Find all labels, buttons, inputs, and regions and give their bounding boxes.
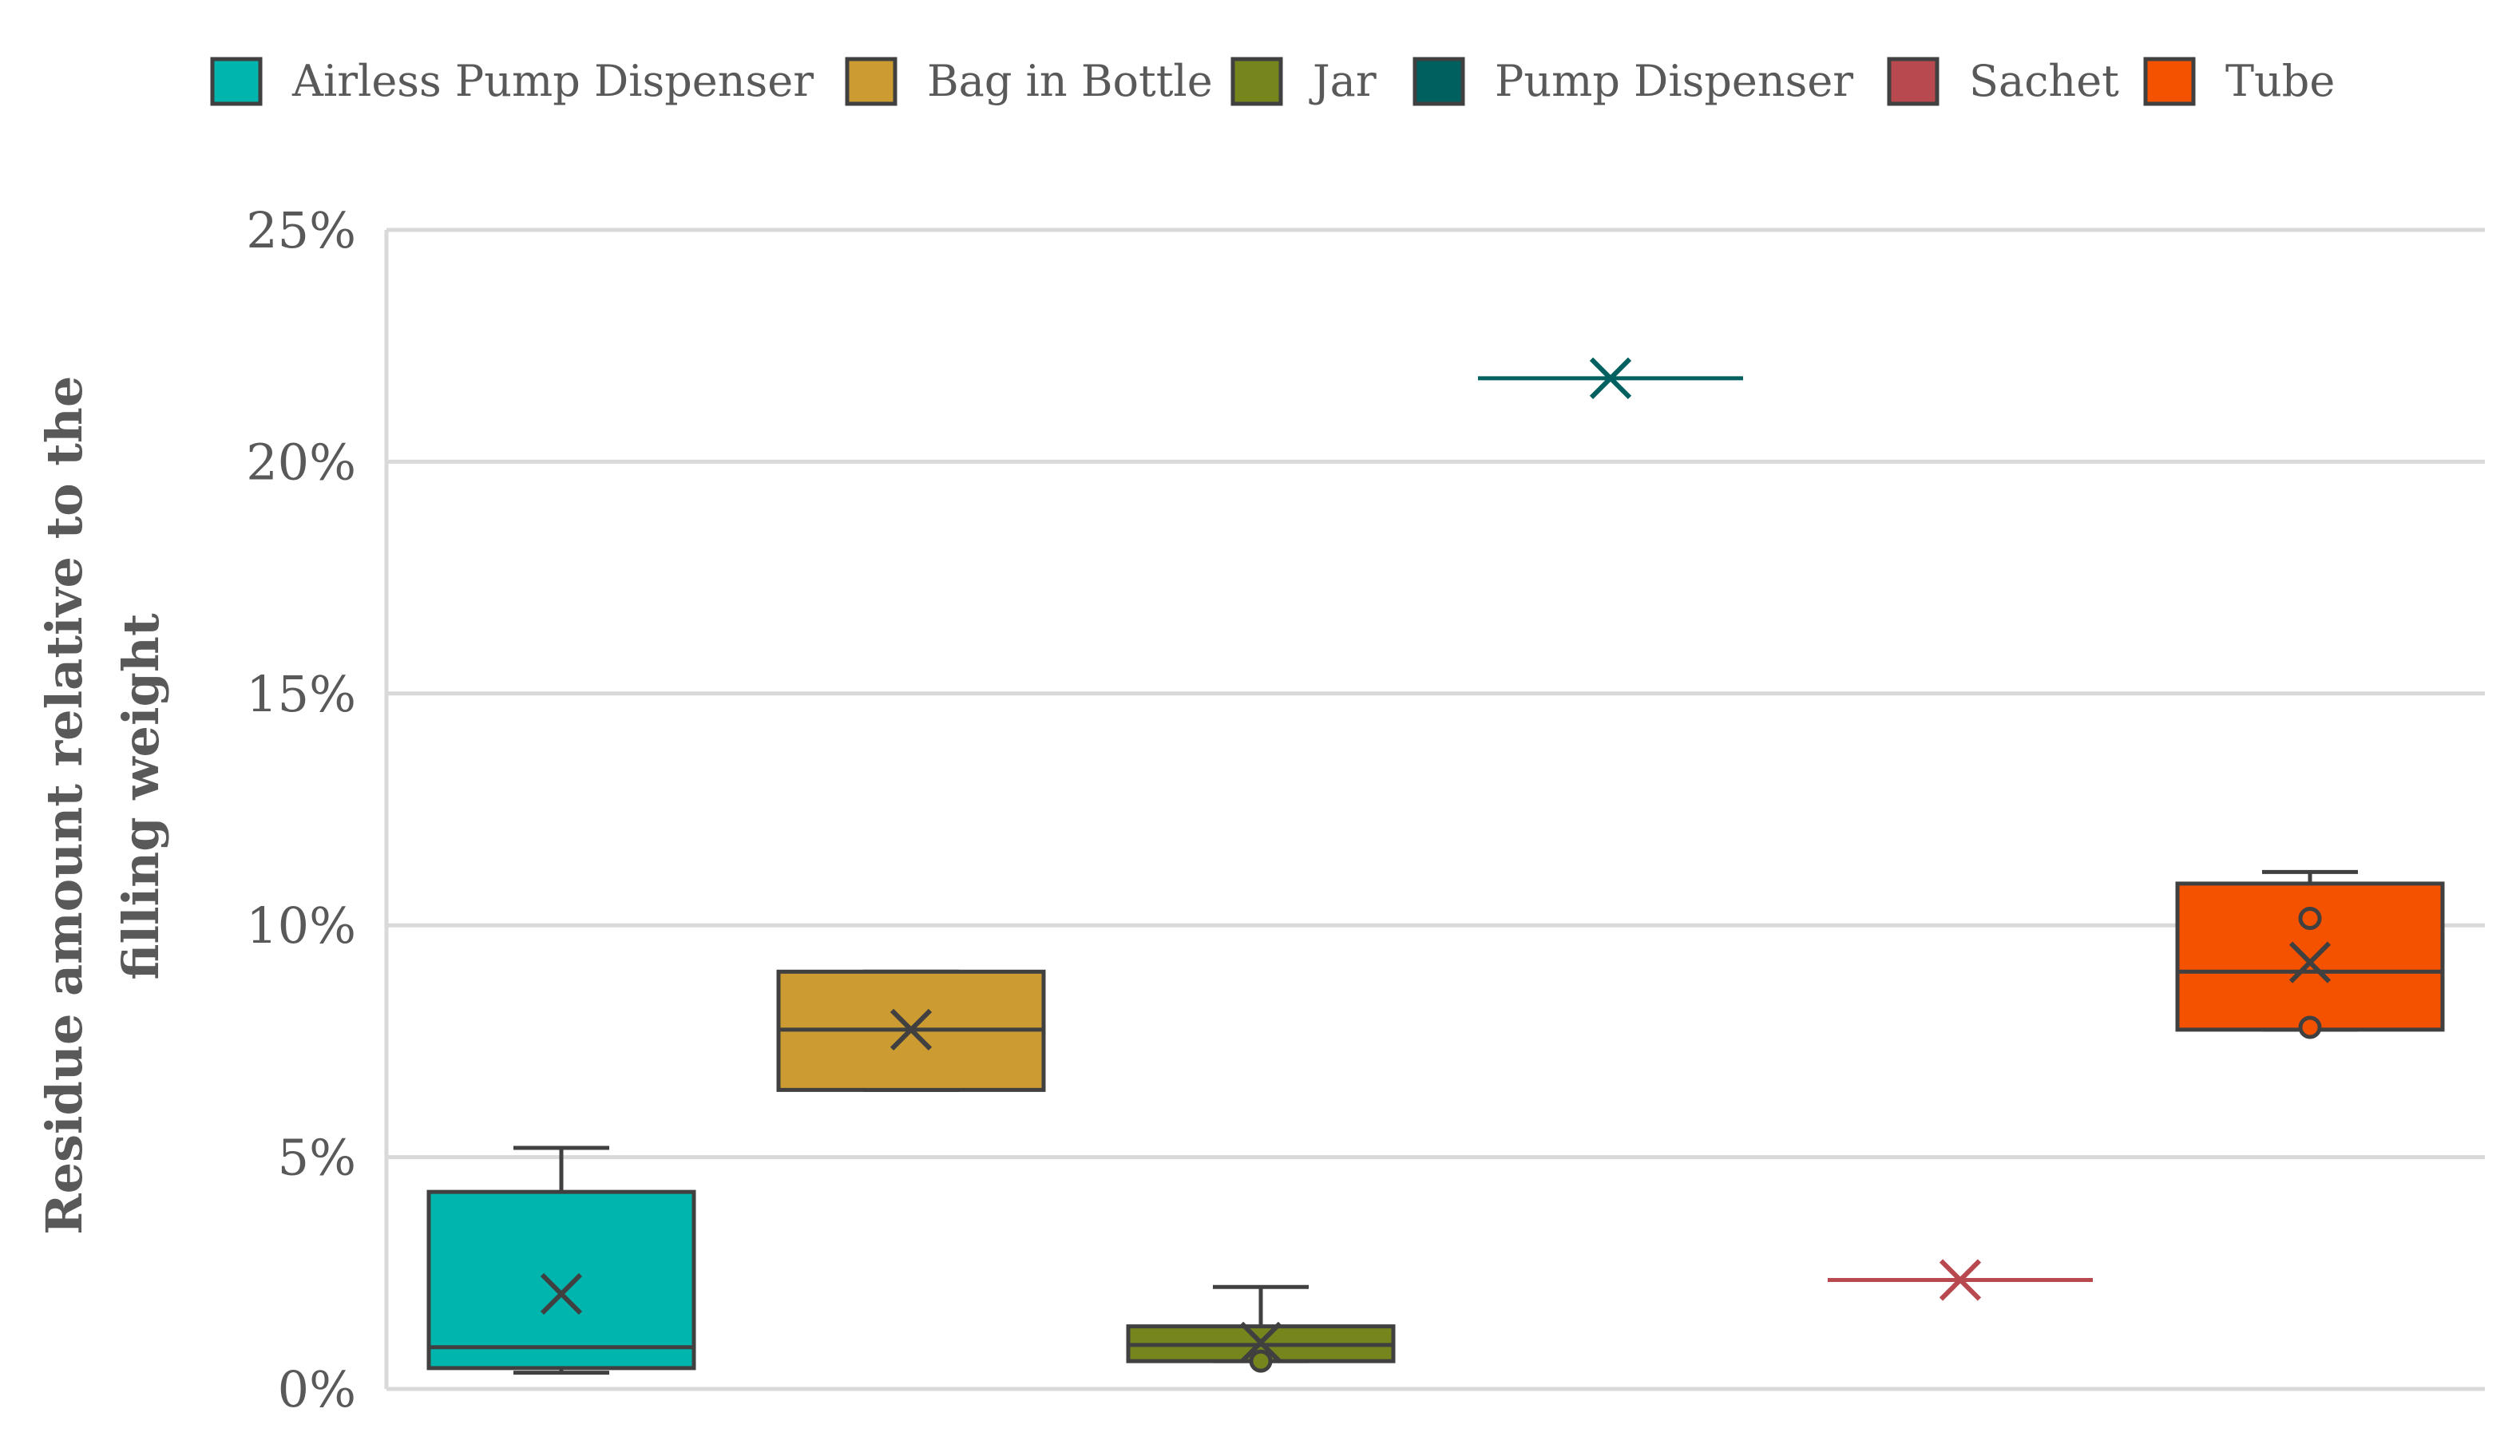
box-tube bbox=[2175, 869, 2445, 1039]
legend-swatch bbox=[1230, 57, 1283, 106]
legend-label: Pump Dispenser bbox=[1495, 56, 1853, 106]
mean-marker bbox=[2288, 941, 2332, 983]
legend-label: Jar bbox=[1309, 56, 1377, 106]
mean-marker bbox=[890, 1008, 933, 1051]
mean-marker bbox=[1939, 1259, 1982, 1301]
mean-marker bbox=[1589, 357, 1632, 399]
box-bag-in-bottle bbox=[776, 969, 1046, 1092]
box-body bbox=[2175, 881, 2445, 1032]
legend-swatch bbox=[210, 57, 263, 106]
gridlines bbox=[386, 228, 2485, 1391]
y-axis-title-line-1: Residue amount relative to the bbox=[35, 376, 93, 1235]
box-jar bbox=[1126, 1284, 1396, 1373]
outlier-point bbox=[2298, 1015, 2322, 1039]
y-tick-label: 25% bbox=[246, 201, 356, 259]
outlier-point bbox=[1249, 1349, 1273, 1373]
legend-swatch bbox=[845, 57, 897, 106]
y-axis-title: Residue amount relative to the filling w… bbox=[35, 358, 170, 1235]
legend-label: Tube bbox=[2225, 56, 2335, 106]
box-pump-dispenser bbox=[1478, 357, 1743, 399]
legend-label: Bag in Bottle bbox=[927, 56, 1213, 106]
box-airless-pump-dispenser bbox=[426, 1145, 696, 1375]
box-sachet bbox=[1828, 1259, 2093, 1301]
box-body bbox=[426, 1189, 696, 1371]
mean-marker bbox=[1239, 1321, 1282, 1364]
y-tick-label: 5% bbox=[278, 1129, 356, 1187]
legend-label: Airless Pump Dispenser bbox=[291, 56, 814, 106]
box-series bbox=[426, 357, 2445, 1375]
y-axis: 0% 5% 10% 15% 20% 25% bbox=[246, 201, 389, 1418]
legend-swatch bbox=[1413, 57, 1465, 106]
y-tick-label: 10% bbox=[246, 896, 356, 955]
legend-swatch bbox=[2143, 57, 2196, 106]
legend-label: Sachet bbox=[1969, 56, 2119, 106]
mean-marker bbox=[540, 1272, 583, 1316]
y-axis-title-line-2: filling weight bbox=[112, 613, 170, 980]
y-tick-label: 20% bbox=[246, 433, 356, 491]
outlier-point bbox=[2298, 906, 2322, 930]
y-tick-label: 0% bbox=[278, 1360, 356, 1418]
legend: Airless Pump Dispenser Bag in Bottle Jar Pu… bbox=[210, 56, 2335, 106]
y-tick-label: 15% bbox=[246, 665, 356, 723]
legend-swatch bbox=[1887, 57, 1940, 106]
